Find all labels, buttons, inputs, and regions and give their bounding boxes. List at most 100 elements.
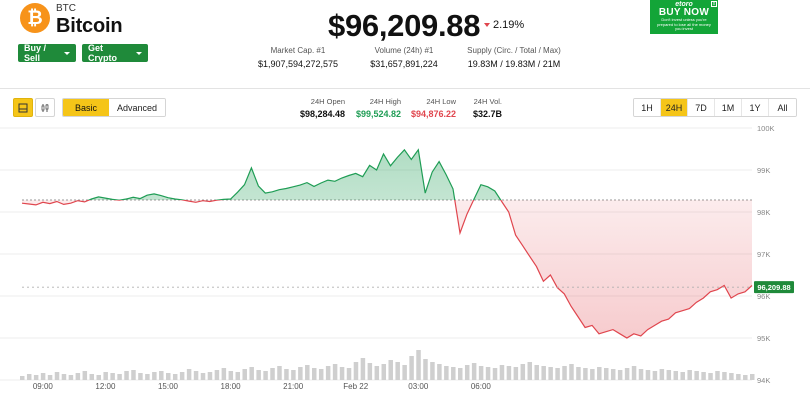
x-tick-label: 06:00	[471, 382, 492, 391]
volume-bar	[555, 368, 560, 380]
chevron-down-icon	[64, 51, 70, 55]
high-stat: 24H High $99,524.82	[350, 97, 401, 119]
volume-bar	[631, 366, 637, 380]
volume-bar	[471, 363, 477, 380]
supply-stat: Supply (Circ. / Total / Max) 19.83M / 19…	[460, 46, 568, 69]
bitcoin-glyph: ₿	[27, 6, 43, 29]
volume-bar	[520, 364, 526, 380]
volume-bar	[228, 371, 234, 380]
volume-bar	[124, 371, 129, 380]
volume-bar	[750, 374, 755, 380]
volume-bar	[68, 375, 74, 380]
volume-bar	[117, 374, 122, 380]
price-area-down	[22, 200, 752, 338]
chart-type-candle-button[interactable]	[13, 98, 33, 117]
volume-bar	[722, 372, 727, 380]
range-1y-button[interactable]: 1Y	[742, 99, 769, 116]
volume-bar	[423, 359, 428, 380]
volume-bar	[277, 366, 282, 380]
volume-bar	[353, 362, 359, 380]
view-mode-toggle: Basic Advanced	[62, 98, 167, 117]
volume-bar	[145, 374, 150, 380]
get-crypto-button[interactable]: Get Crypto	[82, 43, 148, 63]
price-line-down	[21, 200, 753, 339]
volume-bar	[478, 366, 484, 380]
y-tick-label: 95K	[757, 334, 770, 343]
volume-bar	[152, 372, 157, 380]
volume-bar	[437, 364, 442, 380]
ad-close-icon[interactable]: x	[711, 1, 717, 7]
volume-bar	[54, 372, 60, 380]
volume-bar	[506, 366, 512, 380]
range-24h-button[interactable]: 24H	[661, 99, 688, 116]
range-7d-button[interactable]: 7D	[688, 99, 715, 116]
range-1h-button[interactable]: 1H	[634, 99, 661, 116]
volume-bar	[298, 367, 303, 380]
etoro-ad-banner[interactable]: x etoro BUY NOW Don't invest unless you'…	[650, 0, 718, 34]
area-chart-icon	[18, 103, 28, 112]
volume-bar	[172, 374, 178, 380]
volume-bar	[513, 367, 519, 380]
vol-value: $32.7B	[472, 109, 502, 119]
range-all-button[interactable]: All	[769, 99, 796, 116]
volume-bar	[20, 376, 25, 380]
price-change-value: 2.19%	[493, 19, 525, 31]
volume-bar	[562, 366, 567, 380]
volume-bar	[680, 372, 685, 380]
volume-label: Volume (24h) #1	[374, 46, 434, 55]
volume-bar	[395, 362, 400, 380]
volume-bar	[47, 375, 53, 380]
volume-bar	[82, 371, 88, 380]
vol-label: 24H Vol.	[473, 97, 502, 106]
volume-bar	[235, 372, 241, 380]
down-arrow-icon	[484, 23, 490, 27]
volume-bar	[464, 365, 470, 380]
volume-bar	[242, 369, 247, 380]
x-tick-label: 12:00	[95, 382, 116, 391]
volume-bar	[367, 363, 373, 380]
volume-bar	[339, 367, 345, 380]
volume-bar	[159, 371, 164, 380]
x-tick-label: 21:00	[283, 382, 304, 391]
volume-bar	[374, 366, 380, 380]
volume-bar	[451, 367, 456, 380]
volume-bar	[499, 365, 505, 380]
x-tick-label: 09:00	[33, 382, 54, 391]
volume-bar	[729, 373, 734, 380]
volume-bar	[444, 366, 449, 380]
price-chart[interactable]: 100K 99K 98K 97K 96K 95K 94K 09:00 12:00 15:00 18:…	[0, 122, 810, 400]
volume-stat: Volume (24h) #1 $31,657,891,224	[360, 46, 448, 69]
volume-bar	[221, 368, 227, 380]
y-tick-label: 98K	[757, 208, 770, 217]
chart-type-line-button[interactable]	[35, 98, 55, 117]
ad-cta: BUY NOW	[658, 7, 710, 18]
volume-bar	[708, 373, 713, 380]
volume-bar	[61, 374, 67, 380]
volume-bar	[75, 373, 81, 380]
range-1m-button[interactable]: 1M	[715, 99, 742, 116]
volume-bar	[312, 368, 317, 380]
volume-bar	[604, 368, 609, 380]
view-advanced-button[interactable]: Advanced	[109, 99, 166, 116]
volume-bar	[200, 373, 206, 380]
volume-bar	[388, 360, 393, 380]
volume-bar	[416, 350, 421, 380]
bitcoin-logo-icon: ₿	[20, 3, 50, 33]
buy-sell-button[interactable]: Buy / Sell	[18, 43, 76, 63]
volume-bar	[332, 364, 338, 380]
volume-bar	[736, 374, 741, 380]
price-change: 2.19%	[484, 19, 524, 31]
x-tick-label: 18:00	[221, 382, 242, 391]
header-divider	[0, 88, 810, 89]
volume-bar	[33, 375, 39, 380]
candlestick-icon	[41, 103, 49, 112]
volume-bar	[617, 370, 623, 380]
volume-bar	[291, 370, 296, 380]
price-chart-svg[interactable]: 100K 99K 98K 97K 96K 95K 94K 09:00 12:00 15:00 18:…	[0, 122, 810, 400]
market-cap-stat: Market Cap. #1 $1,907,594,272,575	[250, 46, 346, 69]
volume-bar	[610, 369, 616, 380]
view-basic-button[interactable]: Basic	[63, 99, 109, 116]
buy-sell-label: Buy / Sell	[24, 43, 47, 63]
low-label: 24H Low	[426, 97, 456, 106]
volume-bar	[430, 362, 435, 380]
